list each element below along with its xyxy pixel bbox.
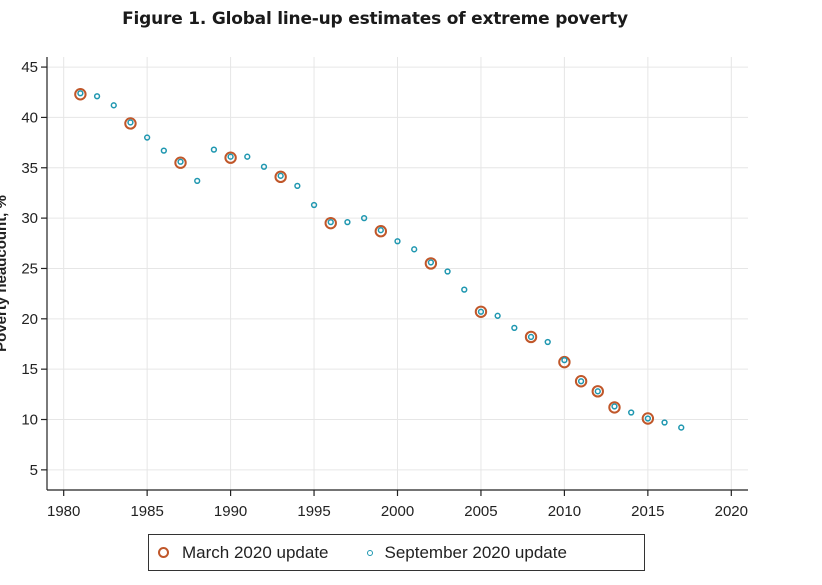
september-point xyxy=(93,93,101,100)
march-point xyxy=(174,156,187,169)
y-tick-label: 40 xyxy=(21,109,38,126)
march-point xyxy=(124,117,137,130)
september-point xyxy=(194,177,201,185)
september-point xyxy=(561,356,568,364)
march-point xyxy=(324,216,337,230)
chart-title: Figure 1. Global line-up estimates of ex… xyxy=(122,9,628,29)
x-tick-label: 1990 xyxy=(214,503,247,520)
y-axis-ticks: 5 10 15 20 25 30 35 40 45 xyxy=(21,59,47,479)
september-point xyxy=(77,90,84,97)
september-point xyxy=(611,403,618,410)
september-point xyxy=(327,218,334,226)
september-point xyxy=(644,415,652,422)
september-point xyxy=(310,201,318,209)
march-marker-icon xyxy=(158,547,169,558)
x-tick-label: 2005 xyxy=(464,503,497,520)
y-tick-label: 20 xyxy=(21,311,38,328)
september-point xyxy=(511,324,518,332)
september-point xyxy=(344,218,351,226)
september-point xyxy=(628,409,635,416)
y-tick-label: 15 xyxy=(21,361,38,378)
y-tick-label: 35 xyxy=(21,160,38,177)
y-tick-label: 5 xyxy=(30,462,38,479)
september-point xyxy=(210,146,218,153)
legend-label-march: March 2020 update xyxy=(182,542,329,562)
y-tick-label: 45 xyxy=(21,59,38,76)
september-point xyxy=(427,259,435,266)
x-axis-ticks: 1980 1985 1990 1995 2000 2005 2010 2015 2020 xyxy=(47,490,748,520)
march-point xyxy=(608,401,621,414)
september-point xyxy=(678,424,685,431)
september-point xyxy=(494,312,501,319)
legend-item-september: September 2020 update xyxy=(357,543,567,563)
september-point xyxy=(110,102,117,109)
september-point xyxy=(477,308,485,315)
september-point xyxy=(294,182,301,190)
march-point xyxy=(74,88,87,101)
september-point xyxy=(227,153,234,160)
y-tick-label: 25 xyxy=(21,260,38,277)
september-point xyxy=(394,238,401,245)
x-tick-label: 1980 xyxy=(47,503,80,520)
march-point xyxy=(574,375,588,388)
march-point xyxy=(374,225,388,238)
september-point xyxy=(244,153,251,160)
september-point xyxy=(377,227,384,234)
y-axis-label: Poverty headcount, % xyxy=(0,195,10,352)
september-point xyxy=(544,338,551,346)
september-point xyxy=(260,163,268,170)
legend: March 2020 update September 2020 update xyxy=(148,534,645,571)
september-point xyxy=(360,214,368,222)
legend-item-march: March 2020 update xyxy=(158,543,329,563)
x-tick-label: 2015 xyxy=(631,503,664,520)
september-marker-icon xyxy=(366,549,373,556)
y-tick-label: 30 xyxy=(21,210,38,227)
march-point xyxy=(524,330,538,344)
scatter-plot: 5 10 15 20 25 30 35 40 45 1980 1985 1990 1995 2000 20… xyxy=(0,57,748,520)
legend-label-september: September 2020 update xyxy=(384,542,567,562)
september-point xyxy=(527,333,535,341)
september-point xyxy=(461,286,468,293)
september-point xyxy=(177,158,184,165)
x-tick-label: 2020 xyxy=(715,503,748,520)
september-point xyxy=(143,134,151,141)
series-september-2020 xyxy=(77,90,685,431)
march-point xyxy=(274,170,287,184)
series-march-2020 xyxy=(74,88,655,425)
x-tick-label: 1985 xyxy=(130,503,163,520)
march-point xyxy=(474,305,488,318)
march-point xyxy=(558,355,571,369)
september-point xyxy=(661,419,668,426)
september-point xyxy=(594,388,601,395)
x-tick-label: 2000 xyxy=(381,503,414,520)
gridlines xyxy=(47,57,748,490)
x-tick-label: 2010 xyxy=(548,503,581,520)
y-tick-label: 10 xyxy=(21,412,38,429)
september-point xyxy=(444,268,451,275)
march-point xyxy=(224,151,237,164)
september-point xyxy=(160,147,167,154)
september-point xyxy=(277,172,284,179)
march-point xyxy=(641,412,655,425)
september-point xyxy=(577,378,585,385)
x-tick-label: 1995 xyxy=(297,503,330,520)
march-point xyxy=(591,385,604,398)
september-point xyxy=(411,246,418,253)
march-point xyxy=(424,257,438,270)
september-point xyxy=(127,119,134,126)
